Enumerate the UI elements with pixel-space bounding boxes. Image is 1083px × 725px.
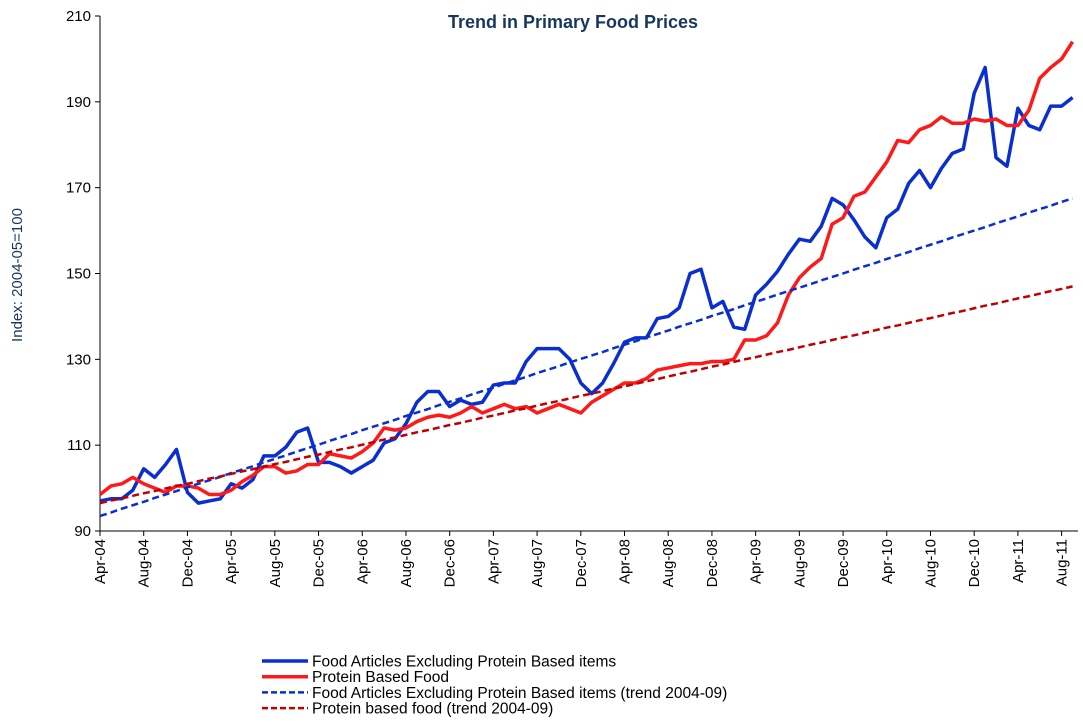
- x-tick-label: Apr-09: [748, 539, 765, 584]
- legend-label: Protein Based Food: [312, 669, 449, 686]
- y-tick-label: 110: [67, 437, 91, 454]
- y-tick-label: 150: [66, 266, 91, 283]
- x-tick-label: Dec-04: [179, 539, 196, 587]
- x-tick-label: Dec-06: [442, 539, 459, 587]
- x-tick-label: Aug-05: [267, 539, 284, 587]
- x-tick-label: Apr-10: [879, 539, 896, 584]
- x-tick-label: Aug-09: [791, 539, 808, 587]
- x-tick-label: Aug-07: [529, 539, 546, 587]
- x-tick-label: Apr-06: [354, 539, 371, 584]
- chart-title: Trend in Primary Food Prices: [448, 12, 698, 32]
- x-tick-label: Dec-09: [835, 539, 852, 587]
- x-tick-label: Apr-08: [617, 539, 634, 584]
- x-tick-label: Aug-08: [660, 539, 677, 587]
- x-tick-label: Dec-07: [573, 539, 590, 587]
- x-tick-label: Aug-06: [398, 539, 415, 587]
- series-line: [99, 285, 1073, 505]
- x-tick-label: Dec-05: [311, 539, 328, 587]
- x-tick-label: Apr-11: [1010, 539, 1027, 583]
- x-tick-label: Apr-04: [92, 539, 109, 584]
- y-axis-label: Index: 2004-05=100: [9, 208, 26, 342]
- y-tick-label: 130: [66, 351, 91, 368]
- legend-label: Protein based food (trend 2004-09): [312, 701, 553, 718]
- y-tick-label: 190: [66, 94, 91, 111]
- x-tick-label: Apr-05: [223, 539, 240, 584]
- legend-label: Food Articles Excluding Protein Based it…: [312, 654, 616, 671]
- series-line: [99, 65, 1074, 505]
- series-line: [98, 40, 1075, 497]
- x-tick-label: Dec-10: [966, 539, 983, 587]
- x-tick-label: Aug-04: [136, 539, 153, 587]
- x-tick-label: Dec-08: [704, 539, 721, 587]
- y-tick-label: 90: [74, 523, 91, 540]
- x-tick-label: Apr-07: [485, 539, 502, 584]
- x-tick-label: Aug-11: [1054, 539, 1071, 586]
- x-tick-label: Aug-10: [922, 539, 939, 587]
- y-tick-label: 170: [66, 180, 91, 197]
- legend-label: Food Articles Excluding Protein Based it…: [312, 685, 727, 702]
- series-line: [99, 197, 1073, 518]
- y-tick-label: 210: [66, 8, 91, 25]
